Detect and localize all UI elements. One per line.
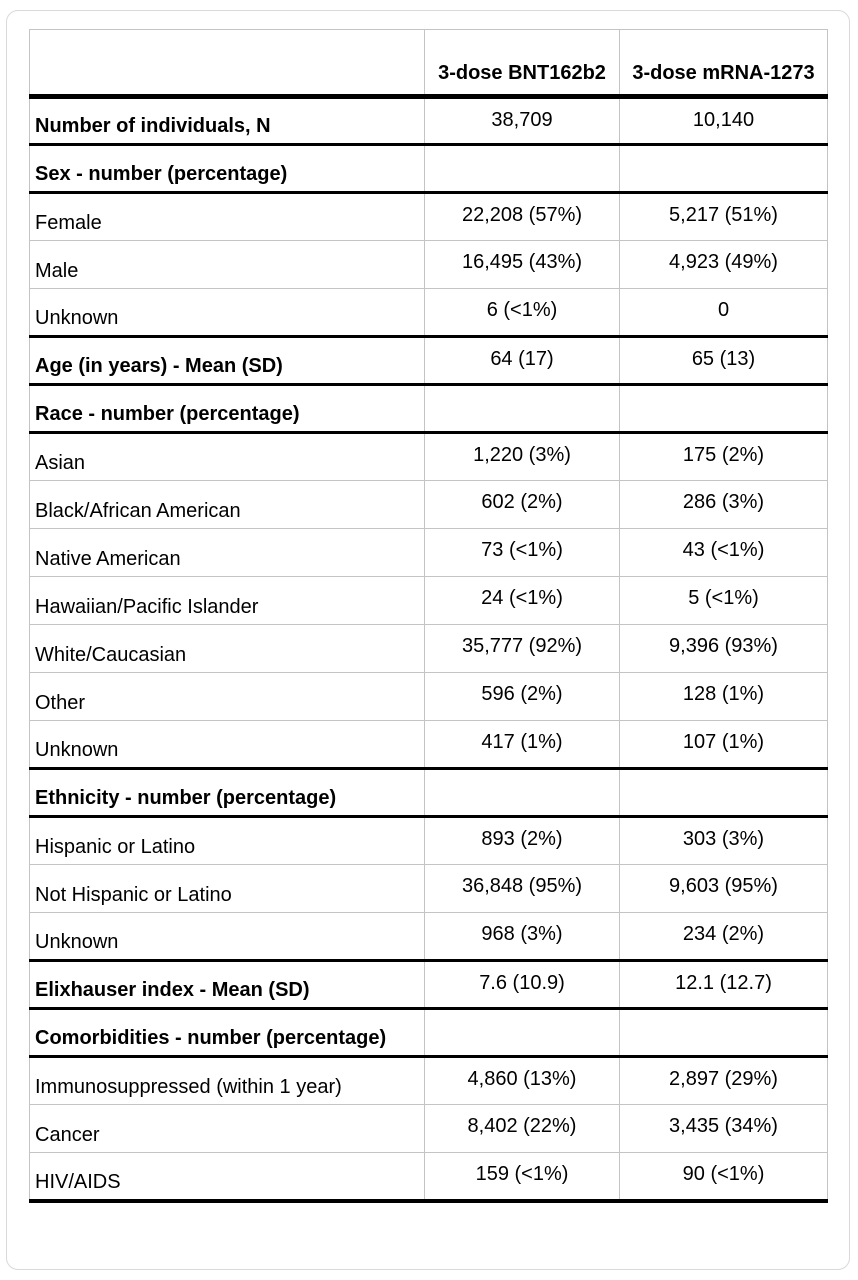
- value-cell-mrna1273: 9,396 (93%): [619, 624, 828, 673]
- value-cell-bnt162b2: 35,777 (92%): [424, 624, 620, 673]
- table-row: Male 16,495 (43%) 4,923 (49%): [29, 240, 828, 289]
- table-row: Female 22,208 (57%) 5,217 (51%): [29, 192, 828, 241]
- value-cell-mrna1273: 175 (2%): [619, 432, 828, 481]
- value-cell-bnt162b2: 16,495 (43%): [424, 240, 620, 289]
- value-cell-bnt162b2: 159 (<1%): [424, 1152, 620, 1203]
- value-cell-mrna1273: 5 (<1%): [619, 576, 828, 625]
- value-cell-bnt162b2: 417 (1%): [424, 720, 620, 770]
- table-row: Cancer 8,402 (22%) 3,435 (34%): [29, 1104, 828, 1153]
- row-label-cell: Number of individuals, N: [29, 96, 425, 146]
- value-cell-bnt162b2: 64 (17): [424, 336, 620, 386]
- row-label-cell: White/Caucasian: [29, 624, 425, 673]
- table-row: HIV/AIDS 159 (<1%) 90 (<1%): [29, 1152, 828, 1203]
- row-label-cell: Sex - number (percentage): [29, 144, 425, 194]
- row-label-cell: Hispanic or Latino: [29, 816, 425, 865]
- table-row: Unknown 6 (<1%) 0: [29, 288, 828, 338]
- value-cell-mrna1273: [619, 144, 828, 194]
- table-row: Hawaiian/Pacific Islander 24 (<1%) 5 (<1%): [29, 576, 828, 625]
- table-row: Age (in years) - Mean (SD) 64 (17) 65 (13): [29, 336, 828, 386]
- value-cell-bnt162b2: 73 (<1%): [424, 528, 620, 577]
- row-label-cell: Unknown: [29, 720, 425, 770]
- value-cell-bnt162b2: 8,402 (22%): [424, 1104, 620, 1153]
- row-label-cell: HIV/AIDS: [29, 1152, 425, 1203]
- value-cell-mrna1273: 43 (<1%): [619, 528, 828, 577]
- value-cell-mrna1273: [619, 384, 828, 434]
- table-row: Other 596 (2%) 128 (1%): [29, 672, 828, 721]
- value-cell-bnt162b2: 4,860 (13%): [424, 1056, 620, 1105]
- table-row: White/Caucasian 35,777 (92%) 9,396 (93%): [29, 624, 828, 673]
- row-label-cell: Age (in years) - Mean (SD): [29, 336, 425, 386]
- value-cell-bnt162b2: 38,709: [424, 96, 620, 146]
- row-label-cell: Hawaiian/Pacific Islander: [29, 576, 425, 625]
- row-label-cell: Race - number (percentage): [29, 384, 425, 434]
- table-row: Unknown 968 (3%) 234 (2%): [29, 912, 828, 962]
- baseline-characteristics-table: 3-dose BNT162b2 3-dose mRNA-1273 Number …: [29, 29, 828, 1203]
- value-cell-mrna1273: 5,217 (51%): [619, 192, 828, 241]
- value-cell-bnt162b2: 24 (<1%): [424, 576, 620, 625]
- table-row: Not Hispanic or Latino 36,848 (95%) 9,603 …: [29, 864, 828, 913]
- table-row: Hispanic or Latino 893 (2%) 303 (3%): [29, 816, 828, 865]
- value-cell-bnt162b2: 596 (2%): [424, 672, 620, 721]
- header-empty-cell: [29, 29, 425, 99]
- value-cell-mrna1273: 10,140: [619, 96, 828, 146]
- value-cell-bnt162b2: 36,848 (95%): [424, 864, 620, 913]
- value-cell-mrna1273: 234 (2%): [619, 912, 828, 962]
- value-cell-mrna1273: 12.1 (12.7): [619, 960, 828, 1010]
- value-cell-bnt162b2: 602 (2%): [424, 480, 620, 529]
- value-cell-mrna1273: 286 (3%): [619, 480, 828, 529]
- value-cell-bnt162b2: 893 (2%): [424, 816, 620, 865]
- value-cell-mrna1273: 0: [619, 288, 828, 338]
- row-label-cell: Cancer: [29, 1104, 425, 1153]
- section-header-row: Race - number (percentage): [29, 384, 828, 434]
- value-cell-mrna1273: 65 (13): [619, 336, 828, 386]
- section-header-row: Sex - number (percentage): [29, 144, 828, 194]
- value-cell-mrna1273: 3,435 (34%): [619, 1104, 828, 1153]
- value-cell-bnt162b2: 968 (3%): [424, 912, 620, 962]
- header-col-bnt162b2: 3-dose BNT162b2: [424, 29, 620, 99]
- row-label-cell: Ethnicity - number (percentage): [29, 768, 425, 818]
- row-label-cell: Not Hispanic or Latino: [29, 864, 425, 913]
- section-header-row: Comorbidities - number (percentage): [29, 1008, 828, 1058]
- row-label-cell: Other: [29, 672, 425, 721]
- value-cell-bnt162b2: 6 (<1%): [424, 288, 620, 338]
- value-cell-bnt162b2: 22,208 (57%): [424, 192, 620, 241]
- value-cell-mrna1273: [619, 768, 828, 818]
- table-row: Number of individuals, N 38,709 10,140: [29, 96, 828, 146]
- value-cell-bnt162b2: 1,220 (3%): [424, 432, 620, 481]
- row-label-cell: Comorbidities - number (percentage): [29, 1008, 425, 1058]
- section-header-row: Ethnicity - number (percentage): [29, 768, 828, 818]
- value-cell-bnt162b2: [424, 144, 620, 194]
- row-label-cell: Black/African American: [29, 480, 425, 529]
- value-cell-mrna1273: 9,603 (95%): [619, 864, 828, 913]
- value-cell-bnt162b2: 7.6 (10.9): [424, 960, 620, 1010]
- row-label-cell: Female: [29, 192, 425, 241]
- row-label-cell: Unknown: [29, 912, 425, 962]
- table-row: Black/African American 602 (2%) 286 (3%): [29, 480, 828, 529]
- table-row: Asian 1,220 (3%) 175 (2%): [29, 432, 828, 481]
- table-row: Immunosuppressed (within 1 year) 4,860 (1…: [29, 1056, 828, 1105]
- value-cell-mrna1273: [619, 1008, 828, 1058]
- table-row: Native American 73 (<1%) 43 (<1%): [29, 528, 828, 577]
- table-row: Elixhauser index - Mean (SD) 7.6 (10.9) 12…: [29, 960, 828, 1010]
- row-label-cell: Native American: [29, 528, 425, 577]
- value-cell-mrna1273: 107 (1%): [619, 720, 828, 770]
- header-row: 3-dose BNT162b2 3-dose mRNA-1273: [29, 29, 828, 99]
- value-cell-bnt162b2: [424, 1008, 620, 1058]
- value-cell-mrna1273: 2,897 (29%): [619, 1056, 828, 1105]
- value-cell-bnt162b2: [424, 384, 620, 434]
- row-label-cell: Male: [29, 240, 425, 289]
- table-body: Number of individuals, N 38,709 10,140 Sex …: [29, 96, 828, 1203]
- row-label-cell: Unknown: [29, 288, 425, 338]
- value-cell-bnt162b2: [424, 768, 620, 818]
- row-label-cell: Immunosuppressed (within 1 year): [29, 1056, 425, 1105]
- value-cell-mrna1273: 4,923 (49%): [619, 240, 828, 289]
- value-cell-mrna1273: 303 (3%): [619, 816, 828, 865]
- value-cell-mrna1273: 128 (1%): [619, 672, 828, 721]
- header-col-mrna1273: 3-dose mRNA-1273: [619, 29, 828, 99]
- value-cell-mrna1273: 90 (<1%): [619, 1152, 828, 1203]
- table-card: 3-dose BNT162b2 3-dose mRNA-1273 Number …: [6, 10, 850, 1270]
- row-label-cell: Elixhauser index - Mean (SD): [29, 960, 425, 1010]
- table-row: Unknown 417 (1%) 107 (1%): [29, 720, 828, 770]
- row-label-cell: Asian: [29, 432, 425, 481]
